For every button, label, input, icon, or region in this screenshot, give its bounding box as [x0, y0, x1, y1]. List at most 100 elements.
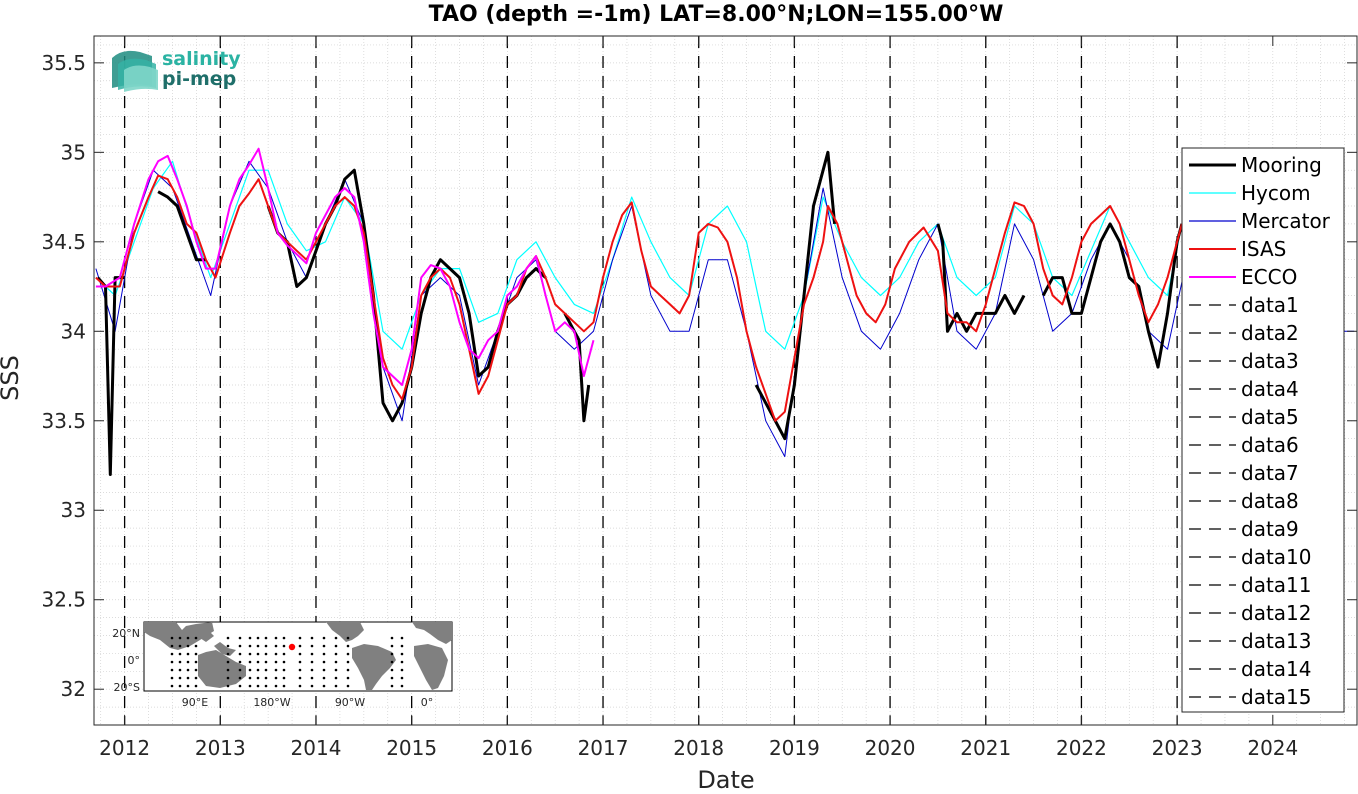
mooring-dot — [346, 644, 350, 648]
mooring-dot — [256, 684, 260, 688]
mooring-dot — [390, 676, 394, 680]
y-tick-label: 35 — [61, 140, 86, 164]
legend-label: Mooring — [1241, 153, 1322, 177]
mooring-dot — [178, 652, 182, 656]
x-tick-label: 2012 — [99, 736, 150, 760]
mooring-dot — [390, 636, 394, 640]
mooring-dot — [186, 644, 190, 648]
legend-label: data8 — [1241, 489, 1299, 513]
mooring-dot — [248, 676, 252, 680]
mooring-dot — [346, 636, 350, 640]
legend-label: data13 — [1241, 629, 1312, 653]
series-isas — [95, 174, 1183, 422]
mooring-dot — [322, 676, 326, 680]
inset-lon-label: 90°W — [335, 696, 365, 709]
mooring-dot — [194, 652, 198, 656]
mooring-dot — [274, 652, 278, 656]
mooring-dot — [334, 668, 338, 672]
mooring-dot — [400, 644, 404, 648]
mooring-dot — [238, 684, 242, 688]
mooring-dot — [226, 668, 230, 672]
inset-lat-label: 0° — [128, 654, 141, 667]
mooring-dot — [238, 644, 242, 648]
inset-lon-label: 180°W — [253, 696, 290, 709]
x-tick-label: 2016 — [482, 736, 533, 760]
mooring-dot — [248, 644, 252, 648]
legend-label: data5 — [1241, 405, 1299, 429]
mooring-dot — [226, 644, 230, 648]
mooring-dot — [400, 668, 404, 672]
inset-lon-label: 0° — [421, 696, 434, 709]
mooring-dot — [322, 636, 326, 640]
mooring-dot — [178, 684, 182, 688]
inset-lat-label: 20°N — [112, 627, 140, 640]
mooring-dot — [274, 676, 278, 680]
mooring-dot — [170, 684, 174, 688]
mooring-dot — [170, 668, 174, 672]
series-ecco — [95, 147, 595, 386]
mooring-dot — [194, 636, 198, 640]
mooring-dot — [226, 676, 230, 680]
chart-title: TAO (depth =-1m) LAT=8.00°N;LON=155.00°W — [429, 2, 1004, 27]
mooring-dot — [322, 660, 326, 664]
mooring-dot — [274, 636, 278, 640]
mooring-dot — [400, 684, 404, 688]
mooring-dot — [400, 652, 404, 656]
legend-label: data2 — [1241, 321, 1299, 345]
legend-label: data14 — [1241, 657, 1312, 681]
mooring-dot — [170, 644, 174, 648]
mooring-dot — [298, 684, 302, 688]
series-mooring — [563, 312, 591, 423]
x-axis-label: Date — [697, 766, 754, 790]
mooring-dot — [178, 644, 182, 648]
legend-label: data7 — [1241, 461, 1299, 485]
mooring-dot — [274, 644, 278, 648]
mooring-dot — [194, 660, 198, 664]
mooring-dot — [282, 636, 286, 640]
mooring-dot — [226, 652, 230, 656]
mooring-array-dots — [170, 636, 404, 688]
mooring-dot — [194, 684, 198, 688]
legend-label: ECCO — [1241, 265, 1297, 289]
mooring-dot — [282, 676, 286, 680]
mooring-dot — [322, 668, 326, 672]
mooring-dot — [390, 660, 394, 664]
y-tick-label: 33.5 — [41, 409, 86, 433]
y-tick-label: 32.5 — [41, 588, 86, 612]
legend-label: data4 — [1241, 377, 1299, 401]
mooring-dot — [346, 660, 350, 664]
legend-label: data6 — [1241, 433, 1299, 457]
mooring-dot — [170, 636, 174, 640]
axis-ticks: 2012 2013 2014 2015 2016 2017 2018 2019 2020 2021… — [41, 36, 1357, 760]
mooring-dot — [310, 644, 314, 648]
inset-lat-label: 20°S — [114, 681, 140, 694]
y-tick-label: 32 — [61, 677, 86, 701]
mooring-dot — [264, 668, 268, 672]
y-tick-label: 34 — [61, 319, 86, 343]
x-tick-label: 2022 — [1056, 736, 1107, 760]
mooring-dot — [238, 652, 242, 656]
mooring-dot — [256, 636, 260, 640]
mooring-dot — [322, 652, 326, 656]
mooring-dot — [282, 684, 286, 688]
mooring-dot — [390, 668, 394, 672]
mooring-dot — [298, 660, 302, 664]
x-tick-label: 2023 — [1152, 736, 1203, 760]
mooring-dot — [264, 636, 268, 640]
x-tick-label: 2013 — [195, 736, 246, 760]
legend: Mooring Hycom Mercator ISAS ECCO data1 data2 da… — [1181, 147, 1345, 713]
mooring-dot — [274, 668, 278, 672]
mooring-dot — [274, 684, 278, 688]
mooring-dot — [226, 684, 230, 688]
mooring-dot — [248, 684, 252, 688]
mooring-dot — [194, 644, 198, 648]
mooring-dot — [282, 668, 286, 672]
mooring-dot — [186, 676, 190, 680]
mooring-dot — [238, 660, 242, 664]
mooring-dot — [334, 660, 338, 664]
x-tick-label: 2019 — [769, 736, 820, 760]
mooring-dot — [264, 684, 268, 688]
y-tick-label: 33 — [61, 498, 86, 522]
